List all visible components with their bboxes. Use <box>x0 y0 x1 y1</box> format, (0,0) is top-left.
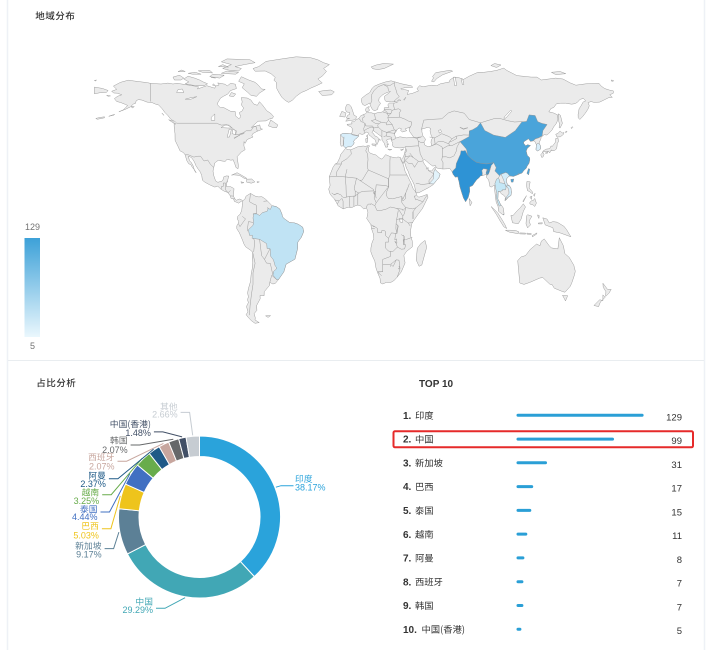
svg-text:5.: 5. <box>403 506 412 517</box>
svg-text:29.29%: 29.29% <box>122 605 153 615</box>
svg-text:4.: 4. <box>403 482 412 493</box>
svg-text:3.: 3. <box>403 458 412 469</box>
svg-text:9.17%: 9.17% <box>76 550 102 560</box>
svg-text:2.: 2. <box>403 435 412 446</box>
svg-text:5: 5 <box>677 626 682 637</box>
svg-text:6.: 6. <box>403 530 412 541</box>
svg-text:10.: 10. <box>403 625 417 636</box>
svg-text:129: 129 <box>666 412 682 423</box>
svg-text:7: 7 <box>677 603 682 614</box>
svg-text:9.: 9. <box>403 601 412 612</box>
svg-text:7: 7 <box>677 579 682 590</box>
svg-text:7.: 7. <box>403 554 412 565</box>
svg-text:2.37%: 2.37% <box>80 479 106 489</box>
svg-text:129: 129 <box>25 222 40 232</box>
svg-text:TOP 10: TOP 10 <box>419 379 454 390</box>
svg-text:31: 31 <box>671 460 682 471</box>
svg-text:11: 11 <box>672 531 682 542</box>
svg-text:15: 15 <box>671 507 682 518</box>
svg-text:4.44%: 4.44% <box>72 512 98 522</box>
svg-text:1.: 1. <box>403 411 412 422</box>
svg-text:38.17%: 38.17% <box>295 483 326 493</box>
svg-text:2.07%: 2.07% <box>89 462 115 472</box>
svg-text:5: 5 <box>30 341 35 351</box>
svg-text:8: 8 <box>677 555 682 566</box>
svg-text:5.03%: 5.03% <box>73 530 99 540</box>
svg-text:3.25%: 3.25% <box>74 496 100 506</box>
svg-text:1.48%: 1.48% <box>125 428 151 438</box>
svg-text:99: 99 <box>671 436 682 447</box>
svg-text:17: 17 <box>671 484 682 495</box>
svg-text:8.: 8. <box>403 577 412 588</box>
svg-text:2.66%: 2.66% <box>152 410 178 420</box>
svg-text:2.07%: 2.07% <box>102 445 128 455</box>
